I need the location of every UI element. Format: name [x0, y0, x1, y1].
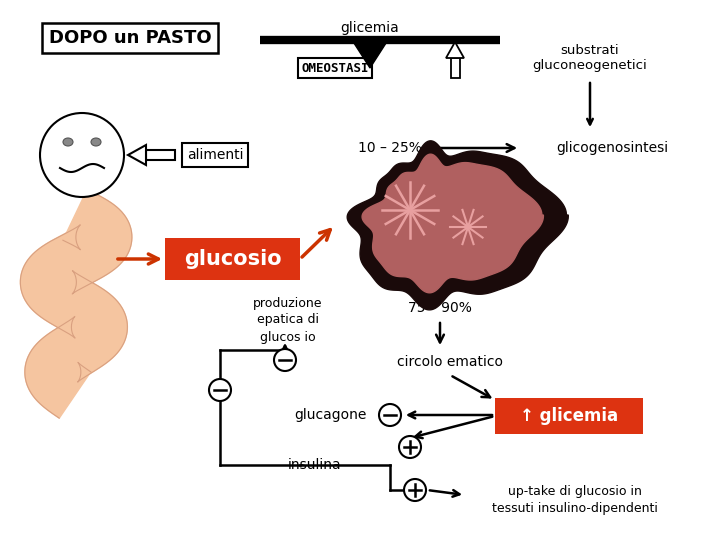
Circle shape — [209, 379, 231, 401]
Polygon shape — [128, 145, 146, 165]
FancyBboxPatch shape — [165, 238, 300, 280]
Circle shape — [399, 436, 421, 458]
Polygon shape — [352, 40, 388, 68]
FancyBboxPatch shape — [495, 398, 643, 434]
Polygon shape — [347, 141, 568, 310]
Ellipse shape — [91, 138, 101, 146]
Text: glucagone: glucagone — [294, 408, 366, 422]
Text: glicogenosintesi: glicogenosintesi — [556, 141, 668, 155]
Circle shape — [379, 404, 401, 426]
Text: substrati
gluconeogenetici: substrati gluconeogenetici — [533, 44, 647, 72]
Text: ↑ glicemia: ↑ glicemia — [520, 407, 618, 425]
Text: glucosio: glucosio — [184, 249, 282, 269]
Text: 10 – 25%: 10 – 25% — [358, 141, 422, 155]
Ellipse shape — [63, 138, 73, 146]
Text: produzione
epatica di
glucos io: produzione epatica di glucos io — [253, 296, 323, 343]
Circle shape — [274, 349, 296, 371]
Text: 75 – 90%: 75 – 90% — [408, 301, 472, 315]
Polygon shape — [362, 154, 544, 293]
Polygon shape — [20, 190, 132, 418]
Text: DOPO un PASTO: DOPO un PASTO — [49, 29, 211, 47]
Polygon shape — [451, 58, 459, 78]
Polygon shape — [446, 42, 464, 58]
Circle shape — [40, 113, 124, 197]
Polygon shape — [146, 150, 175, 160]
Text: OMEOSTASI: OMEOSTASI — [301, 62, 369, 75]
Text: up-take di glucosio in
tessuti insulino-dipendenti: up-take di glucosio in tessuti insulino-… — [492, 485, 658, 515]
Text: glicemia: glicemia — [341, 21, 400, 35]
Text: circolo ematico: circolo ematico — [397, 355, 503, 369]
Circle shape — [404, 479, 426, 501]
Text: insulina: insulina — [288, 458, 342, 472]
Text: alimenti: alimenti — [186, 148, 243, 162]
